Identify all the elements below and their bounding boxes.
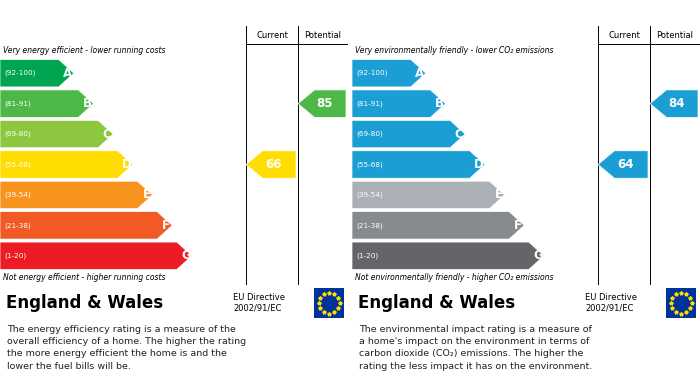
- Text: D: D: [122, 158, 132, 171]
- Text: (21-38): (21-38): [4, 222, 31, 229]
- Polygon shape: [246, 151, 296, 178]
- Text: (69-80): (69-80): [356, 131, 383, 137]
- Polygon shape: [0, 151, 133, 178]
- Text: (92-100): (92-100): [4, 70, 36, 77]
- Text: Potential: Potential: [304, 30, 342, 39]
- Text: E: E: [143, 188, 150, 201]
- Polygon shape: [352, 59, 426, 87]
- Text: The energy efficiency rating is a measure of the
overall efficiency of a home. T: The energy efficiency rating is a measur…: [7, 325, 246, 371]
- Polygon shape: [598, 151, 648, 178]
- Text: (92-100): (92-100): [356, 70, 387, 77]
- Text: C: C: [103, 127, 111, 141]
- Text: Very environmentally friendly - lower CO₂ emissions: Very environmentally friendly - lower CO…: [355, 46, 554, 55]
- Text: E: E: [494, 188, 503, 201]
- Text: A: A: [415, 67, 424, 80]
- Text: 85: 85: [316, 97, 332, 110]
- Text: The environmental impact rating is a measure of
a home's impact on the environme: The environmental impact rating is a mea…: [359, 325, 592, 371]
- Text: 66: 66: [265, 158, 281, 171]
- Polygon shape: [298, 90, 346, 117]
- Text: England & Wales: England & Wales: [358, 294, 515, 312]
- Text: 84: 84: [668, 97, 685, 110]
- Text: (39-54): (39-54): [356, 192, 383, 198]
- Text: C: C: [455, 127, 463, 141]
- Text: B: B: [83, 97, 92, 110]
- Bar: [314, 288, 344, 318]
- Text: F: F: [162, 219, 170, 232]
- Text: Energy Efficiency Rating: Energy Efficiency Rating: [5, 7, 188, 20]
- Polygon shape: [0, 242, 192, 269]
- Polygon shape: [352, 181, 505, 209]
- Text: Potential: Potential: [657, 30, 694, 39]
- Polygon shape: [352, 120, 466, 148]
- Text: EU Directive
2002/91/EC: EU Directive 2002/91/EC: [233, 293, 285, 313]
- Text: (55-68): (55-68): [356, 161, 383, 168]
- Polygon shape: [0, 212, 172, 239]
- Text: (69-80): (69-80): [4, 131, 31, 137]
- Text: F: F: [514, 219, 522, 232]
- Text: (39-54): (39-54): [4, 192, 31, 198]
- Polygon shape: [0, 120, 113, 148]
- Text: G: G: [181, 249, 190, 262]
- Text: (81-91): (81-91): [356, 100, 383, 107]
- Text: (1-20): (1-20): [4, 253, 26, 259]
- Text: England & Wales: England & Wales: [6, 294, 163, 312]
- Text: Environmental Impact (CO₂) Rating: Environmental Impact (CO₂) Rating: [357, 7, 620, 20]
- Polygon shape: [0, 181, 153, 209]
- Polygon shape: [352, 90, 445, 117]
- Text: (1-20): (1-20): [356, 253, 378, 259]
- Text: Current: Current: [256, 30, 288, 39]
- Polygon shape: [352, 151, 485, 178]
- Polygon shape: [352, 212, 524, 239]
- Text: Current: Current: [608, 30, 640, 39]
- Text: 64: 64: [617, 158, 634, 171]
- Text: EU Directive
2002/91/EC: EU Directive 2002/91/EC: [585, 293, 637, 313]
- Text: (55-68): (55-68): [4, 161, 31, 168]
- Text: B: B: [435, 97, 444, 110]
- Polygon shape: [352, 242, 544, 269]
- Text: (21-38): (21-38): [356, 222, 383, 229]
- Polygon shape: [0, 59, 74, 87]
- Text: (81-91): (81-91): [4, 100, 31, 107]
- Polygon shape: [650, 90, 698, 117]
- Text: Very energy efficient - lower running costs: Very energy efficient - lower running co…: [3, 46, 165, 55]
- Text: D: D: [474, 158, 484, 171]
- Text: A: A: [63, 67, 72, 80]
- Bar: [666, 288, 696, 318]
- Text: Not environmentally friendly - higher CO₂ emissions: Not environmentally friendly - higher CO…: [355, 273, 554, 282]
- Polygon shape: [0, 90, 94, 117]
- Text: Not energy efficient - higher running costs: Not energy efficient - higher running co…: [3, 273, 165, 282]
- Text: G: G: [533, 249, 542, 262]
